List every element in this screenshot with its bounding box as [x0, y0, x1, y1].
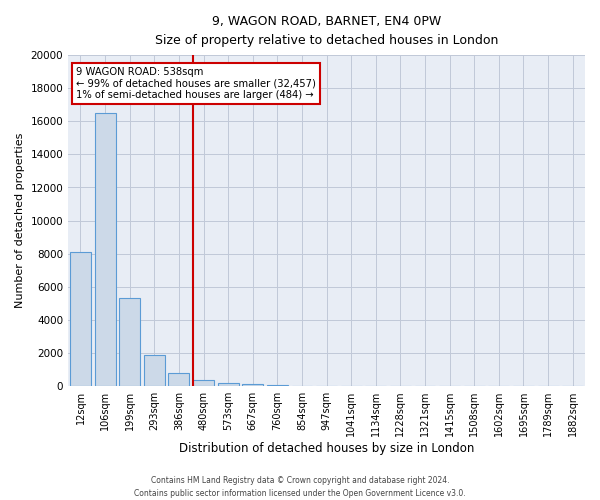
Bar [95, 113, 116, 386]
Bar [242, 384, 263, 386]
Bar [267, 385, 288, 386]
Text: 9 WAGON ROAD: 538sqm
← 99% of detached houses are smaller (32,457)
1% of semi-de: 9 WAGON ROAD: 538sqm ← 99% of detached h… [76, 66, 316, 100]
Bar [169, 373, 190, 386]
Bar [70, 252, 91, 386]
Bar [144, 356, 165, 386]
Bar [218, 383, 239, 386]
X-axis label: Distribution of detached houses by size in London: Distribution of detached houses by size … [179, 442, 474, 455]
Y-axis label: Number of detached properties: Number of detached properties [15, 133, 25, 308]
Bar [193, 380, 214, 386]
Title: 9, WAGON ROAD, BARNET, EN4 0PW
Size of property relative to detached houses in L: 9, WAGON ROAD, BARNET, EN4 0PW Size of p… [155, 15, 498, 47]
Bar [119, 298, 140, 386]
Text: Contains HM Land Registry data © Crown copyright and database right 2024.
Contai: Contains HM Land Registry data © Crown c… [134, 476, 466, 498]
